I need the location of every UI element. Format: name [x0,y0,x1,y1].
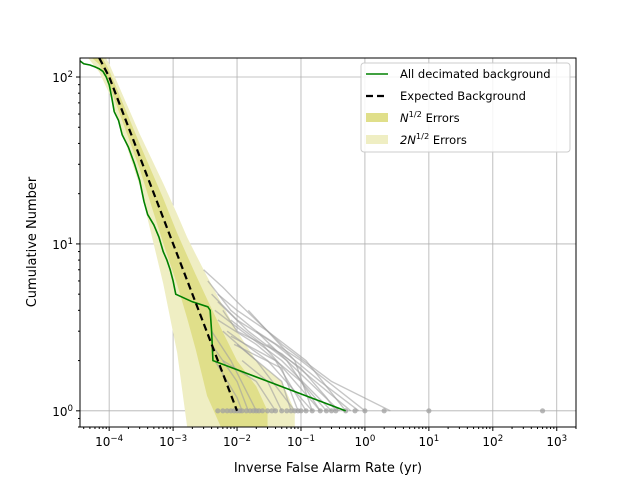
legend-label: 2N1/2 Errors [400,131,467,147]
x-tick-label-exponent: 2 [498,434,504,444]
x-tick-label-exponent: −4 [110,434,123,444]
x-tick-label: 10−4 [95,434,123,449]
x-tick-label: 10−3 [159,434,187,449]
background-trial-dot [381,408,387,414]
y-tick-label: 102 [52,70,73,85]
x-axis-ticks: 10−4 10−3 10−2 10−1 100 101 102 103 [83,427,577,449]
y-tick-label-base: 10 [52,238,67,252]
x-tick-label-base: 10 [355,435,370,449]
background-trial-line [222,359,277,412]
x-tick-label-base: 10 [159,435,174,449]
background-trial-dot [328,408,335,414]
x-tick-label: 10−1 [287,434,315,449]
background-trial-line [214,309,332,412]
legend-frame [360,62,571,153]
data-series [80,58,346,412]
legend-label-tail: Errors [429,133,467,147]
background-trial-dot [333,408,339,414]
expected-background-line [98,58,239,412]
background-trial-dot [362,408,368,414]
background-trial-dot [323,408,330,414]
legend-label-base: N [400,111,409,125]
background-trial-dot [243,408,249,414]
background-trial-dot [215,408,221,414]
x-tick-label-base: 10 [418,435,433,449]
background-trial-dot [303,408,309,414]
x-tick-label: 100 [355,434,376,449]
background-trial-dot [264,408,271,414]
legend-label: N1/2 Errors [400,109,460,125]
x-tick-label: 10−2 [223,434,251,449]
y-tick-label-exponent: 2 [68,70,74,80]
x-axis-label: Inverse False Alarm Rate (yr) [234,461,422,476]
plot-frame [79,57,577,428]
background-trial-line [211,330,257,412]
error-bands [88,58,295,427]
x-tick-label-base: 10 [287,435,302,449]
background-trial-line [236,343,292,412]
background-trial-dot [288,408,294,414]
background-trial-dot [220,408,226,414]
background-trial-line [267,343,337,412]
background-trial-dot [317,408,323,414]
y-axis-label: Cumulative Number [25,176,40,307]
legend-label-base: All decimated background [400,67,551,81]
background-trial-line [255,330,327,412]
x-tick-label: 101 [418,434,439,449]
x-tick-label-exponent: −2 [238,434,251,444]
legend-label: Expected Background [400,89,526,103]
background-trial-dot [259,408,266,414]
x-tick-label-exponent: 3 [562,434,568,444]
background-trial-dot [239,408,245,414]
background-trial-line [247,309,313,412]
background-trial-line [230,335,307,412]
x-tick-label-exponent: 0 [370,434,376,444]
background-trial-lines [203,269,391,412]
background-trial-line [211,344,249,412]
x-tick-label-base: 10 [482,435,497,449]
x-tick-label: 102 [482,434,503,449]
background-trial-dot [539,408,546,414]
decimated-background-line [80,60,346,412]
y-tick-label-exponent: 1 [68,237,74,247]
legend: All decimated background Expected Backgro… [360,62,571,153]
background-trial-line [233,343,299,412]
x-tick-label-exponent: −1 [302,434,315,444]
legend-swatch-patch [366,113,388,122]
legend-swatch-patch [366,135,388,144]
background-trial-dot [224,408,230,414]
legend-label: All decimated background [400,67,551,81]
y-tick-label: 100 [52,404,73,419]
y-tick-label: 101 [52,237,73,252]
y-tick-label-base: 10 [52,71,67,85]
background-trial-dot [309,408,315,414]
legend-label-base: Expected Background [400,89,526,103]
background-trial-dot [426,408,432,414]
legend-label-tail: Errors [422,111,460,125]
x-tick-label: 103 [546,434,567,449]
background-trial-dot [298,408,304,414]
background-trial-dot [279,408,285,414]
legend-label-exponent: 1/2 [409,109,422,119]
legend-label-base: 2N [400,133,416,147]
background-trial-dot [352,408,358,414]
background-trial-dot [284,408,290,414]
background-trial-line [230,319,321,412]
background-trial-dot [269,408,275,414]
x-tick-label-base: 10 [546,435,561,449]
error-band-2 [91,58,268,427]
background-trial-line [214,360,243,412]
x-tick-label-exponent: −3 [174,434,187,444]
y-tick-label-base: 10 [52,405,67,419]
y-tick-label-exponent: 0 [68,404,74,414]
x-tick-label-base: 10 [223,435,238,449]
x-tick-label-base: 10 [95,435,110,449]
legend-label-exponent: 1/2 [416,131,429,141]
x-tick-label-exponent: 1 [434,434,440,444]
background-trial-dot [272,408,279,414]
